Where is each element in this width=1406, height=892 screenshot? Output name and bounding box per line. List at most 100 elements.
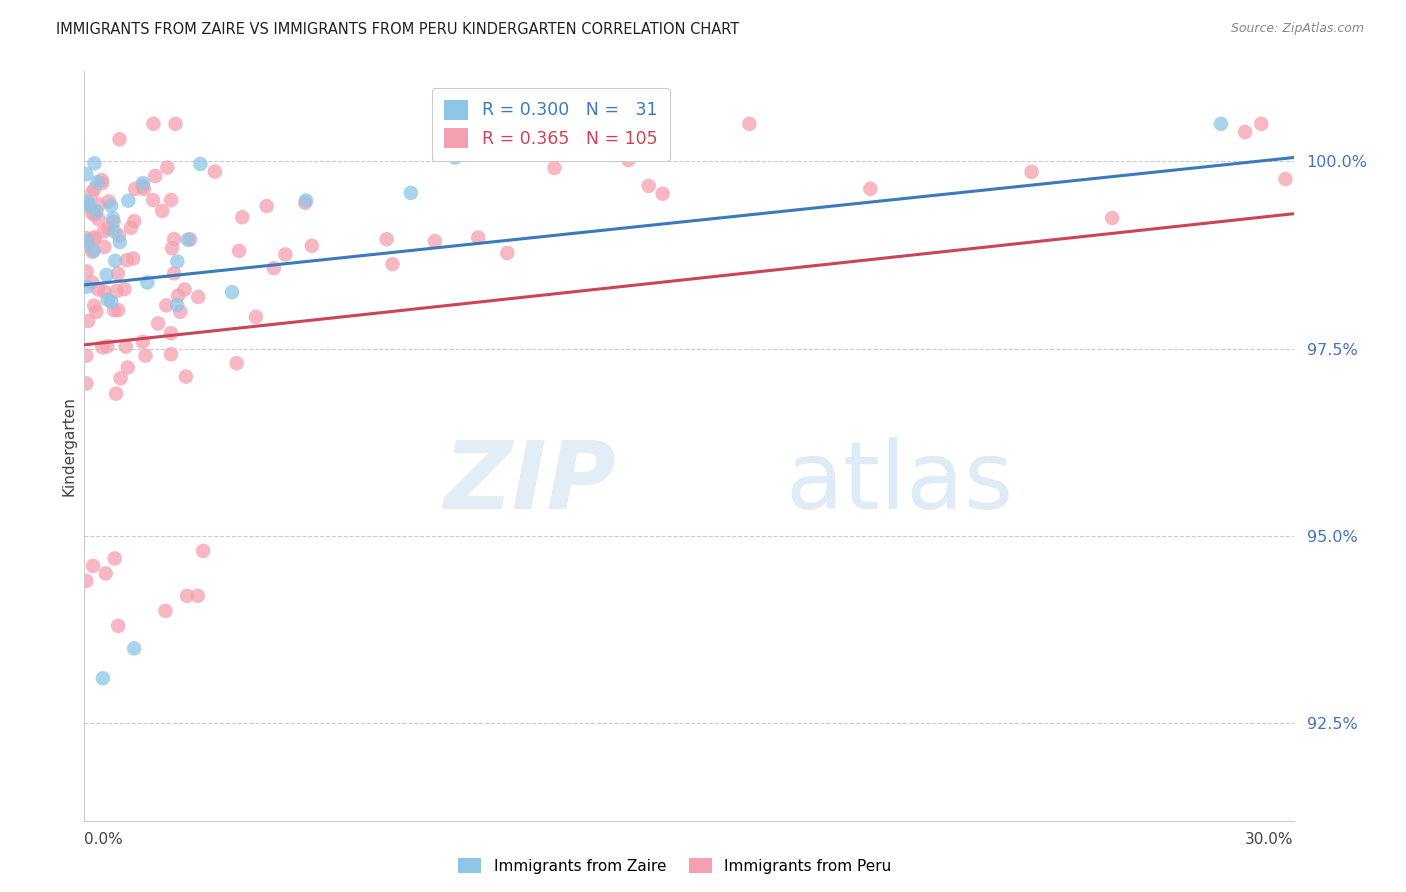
Text: Source: ZipAtlas.com: Source: ZipAtlas.com — [1230, 22, 1364, 36]
Point — [1209, 117, 1232, 131]
Point — [76, 238, 98, 252]
Point — [117, 194, 139, 208]
Point — [166, 298, 188, 312]
Point — [228, 244, 250, 258]
Point — [83, 182, 105, 196]
Point — [75, 167, 97, 181]
Y-axis label: Kindergarten: Kindergarten — [60, 396, 76, 496]
Point — [122, 252, 145, 266]
Point — [93, 240, 115, 254]
Point — [738, 117, 761, 131]
Point — [221, 285, 243, 300]
Point — [204, 164, 226, 178]
Legend: Immigrants from Zaire, Immigrants from Peru: Immigrants from Zaire, Immigrants from P… — [453, 852, 897, 880]
Point — [75, 349, 97, 363]
Point — [82, 558, 104, 573]
Point — [91, 340, 114, 354]
Point — [105, 386, 128, 401]
Point — [132, 179, 155, 194]
Point — [155, 604, 177, 618]
Point — [1021, 165, 1043, 179]
Point — [225, 356, 247, 370]
Point — [86, 204, 108, 219]
Point — [94, 566, 117, 581]
Point — [859, 182, 882, 196]
Point — [104, 551, 127, 566]
Point — [107, 619, 129, 633]
Point — [83, 208, 105, 222]
Point — [179, 232, 201, 246]
Point — [97, 293, 120, 307]
Point — [543, 161, 565, 175]
Point — [82, 244, 104, 259]
Point — [97, 221, 120, 235]
Point — [80, 206, 103, 220]
Point — [245, 310, 267, 324]
Point — [115, 253, 138, 268]
Point — [651, 186, 673, 201]
Point — [294, 195, 316, 210]
Point — [160, 347, 183, 361]
Point — [1250, 117, 1272, 131]
Point — [155, 298, 177, 312]
Point — [169, 304, 191, 318]
Point — [101, 211, 124, 226]
Point — [295, 194, 318, 208]
Point — [83, 230, 105, 244]
Point — [166, 254, 188, 268]
Point — [124, 182, 146, 196]
Point — [160, 326, 183, 341]
Point — [75, 574, 97, 588]
Point — [231, 211, 253, 225]
Point — [163, 266, 186, 280]
Point — [105, 284, 128, 298]
Point — [136, 276, 159, 290]
Point — [177, 233, 200, 247]
Text: ZIP: ZIP — [443, 437, 616, 530]
Point — [93, 224, 115, 238]
Point — [132, 182, 155, 196]
Point — [83, 232, 105, 246]
Point — [107, 267, 129, 281]
Point — [173, 283, 195, 297]
Point — [87, 197, 110, 211]
Point — [76, 264, 98, 278]
Point — [263, 261, 285, 276]
Point — [117, 360, 139, 375]
Point — [122, 641, 145, 656]
Point — [100, 294, 122, 309]
Point — [163, 232, 186, 246]
Point — [122, 214, 145, 228]
Point — [75, 231, 97, 245]
Point — [114, 340, 136, 354]
Point — [96, 339, 118, 353]
Point — [187, 589, 209, 603]
Point — [86, 305, 108, 319]
Point — [156, 161, 179, 175]
Point — [1101, 211, 1123, 225]
Point — [132, 176, 155, 190]
Point — [76, 279, 98, 293]
Point — [160, 241, 183, 255]
Point — [132, 334, 155, 349]
Point — [86, 175, 108, 189]
Point — [190, 157, 212, 171]
Point — [103, 224, 125, 238]
Legend: R = 0.300   N =   31, R = 0.365   N = 105: R = 0.300 N = 31, R = 0.365 N = 105 — [432, 87, 669, 161]
Point — [83, 156, 105, 170]
Point — [637, 178, 659, 193]
Point — [90, 173, 112, 187]
Point — [375, 232, 398, 246]
Point — [97, 194, 120, 209]
Point — [87, 282, 110, 296]
Point — [143, 169, 166, 183]
Point — [301, 239, 323, 253]
Text: IMMIGRANTS FROM ZAIRE VS IMMIGRANTS FROM PERU KINDERGARTEN CORRELATION CHART: IMMIGRANTS FROM ZAIRE VS IMMIGRANTS FROM… — [56, 22, 740, 37]
Point — [187, 290, 209, 304]
Point — [87, 212, 110, 227]
Point — [381, 257, 404, 271]
Point — [1234, 125, 1257, 139]
Point — [191, 544, 214, 558]
Text: atlas: atlas — [786, 437, 1014, 530]
Point — [150, 204, 173, 219]
